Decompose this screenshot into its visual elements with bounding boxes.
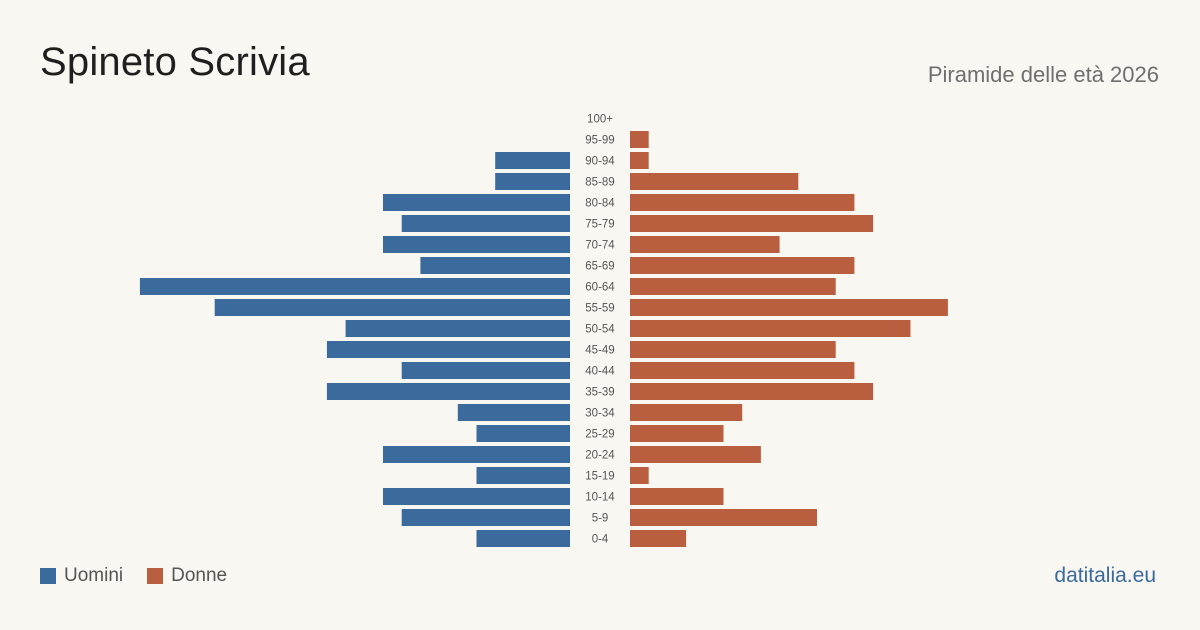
bar-men xyxy=(476,467,570,484)
bar-men xyxy=(401,509,570,526)
bar-men xyxy=(383,488,570,505)
age-tick-label: 65-69 xyxy=(585,261,614,273)
bar-women xyxy=(630,404,743,421)
bar-women xyxy=(630,194,855,211)
age-tick-label: 50-54 xyxy=(585,324,615,336)
bar-women xyxy=(630,509,817,526)
bar-men xyxy=(326,341,570,358)
age-tick-label: 30-34 xyxy=(585,408,615,420)
legend-swatch-women xyxy=(147,568,164,584)
bar-women xyxy=(630,362,855,379)
bar-women xyxy=(630,530,687,547)
bar-men xyxy=(345,320,570,337)
bar-women xyxy=(630,446,761,463)
bar-women xyxy=(630,467,649,484)
bar-women xyxy=(630,383,874,400)
bar-men xyxy=(383,236,570,253)
bar-women xyxy=(630,236,780,253)
age-tick-label: 75-79 xyxy=(585,219,614,231)
age-tick-label: 90-94 xyxy=(585,156,615,168)
bar-women xyxy=(630,299,948,316)
brand-link[interactable]: datitalia.eu xyxy=(1054,564,1156,587)
legend: Uomini Donne xyxy=(40,565,251,587)
bar-men xyxy=(214,299,570,316)
legend-label-men: Uomini xyxy=(64,565,124,586)
bar-men xyxy=(401,362,570,379)
bar-women xyxy=(630,257,855,274)
bar-women xyxy=(630,488,724,505)
bar-men xyxy=(383,194,570,211)
legend-swatch-men xyxy=(40,568,56,584)
bar-women xyxy=(630,131,649,148)
bar-men xyxy=(457,404,570,421)
bar-men xyxy=(383,446,570,463)
legend-label-women: Donne xyxy=(171,565,228,586)
age-tick-label: 55-59 xyxy=(585,303,614,315)
bar-men xyxy=(326,383,570,400)
age-tick-label: 20-24 xyxy=(585,450,615,462)
chart-title: Spineto Scrivia xyxy=(40,40,310,84)
chart-subtitle: Piramide delle età 2026 xyxy=(927,62,1159,87)
bar-women xyxy=(630,152,649,169)
bar-women xyxy=(630,320,911,337)
bar-men xyxy=(476,425,570,442)
age-tick-label: 100+ xyxy=(587,114,613,126)
age-tick-label: 45-49 xyxy=(585,345,614,357)
age-tick-label: 15-19 xyxy=(585,471,614,483)
bar-women xyxy=(630,215,874,232)
bar-women xyxy=(630,341,836,358)
bar-women xyxy=(630,278,836,295)
bar-men xyxy=(476,530,570,547)
bar-men xyxy=(139,278,570,295)
age-tick-label: 95-99 xyxy=(585,135,614,147)
bar-men xyxy=(401,215,570,232)
age-tick-label: 60-64 xyxy=(585,282,615,294)
age-tick-label: 0-4 xyxy=(592,534,609,546)
age-tick-label: 5-9 xyxy=(592,513,609,525)
age-tick-label: 80-84 xyxy=(585,198,615,210)
bar-men xyxy=(495,173,570,190)
bar-women xyxy=(630,173,799,190)
age-tick-label: 10-14 xyxy=(585,492,615,504)
bar-women xyxy=(630,425,724,442)
legend-item-women: Donne xyxy=(147,565,227,587)
legend-item-men: Uomini xyxy=(40,565,123,587)
age-tick-label: 70-74 xyxy=(585,240,615,252)
age-tick-label: 25-29 xyxy=(585,429,614,441)
age-tick-label: 40-44 xyxy=(585,366,615,378)
bar-men xyxy=(495,152,570,169)
bar-men xyxy=(420,257,570,274)
age-tick-label: 85-89 xyxy=(585,177,614,189)
age-tick-label: 35-39 xyxy=(585,387,614,399)
